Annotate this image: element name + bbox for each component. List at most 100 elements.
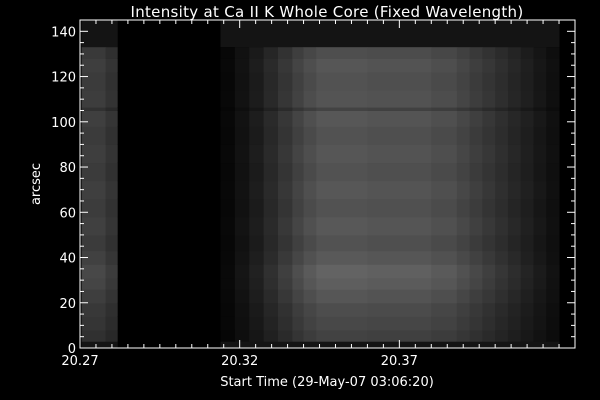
heatmap-cell [533,216,547,236]
heatmap-cell [249,250,265,265]
heatmap-cell [263,107,279,111]
heatmap-cell [105,107,119,111]
heatmap-cell [220,126,236,145]
bottom-strip-cell [81,341,107,348]
bottom-strip-cell [278,341,293,348]
heatmap-cell [456,180,471,200]
heatmap-cell [263,289,279,304]
heatmap-cell [220,47,236,59]
heatmap-cell [533,58,547,73]
heatmap-cell [431,302,458,317]
heatmap-cell [520,289,534,304]
heatmap-cell [263,58,279,73]
heatmap-cell [431,216,458,236]
heatmap-cell [367,110,432,127]
top-strip-cell [303,20,317,48]
heatmap-cell [482,47,496,59]
heatmap-cell [533,277,547,290]
heatmap-cell [507,277,522,290]
heatmap-cell [303,47,317,59]
heatmap-cell [292,144,305,164]
heatmap-cell [456,329,471,342]
heatmap-cell [292,110,305,127]
heatmap-cell [533,90,547,108]
y-tick-label: 40 [59,252,76,267]
bottom-strip-cell [431,341,458,348]
heatmap-cell [507,90,522,108]
top-strip-cell [520,20,534,48]
heatmap-cell [507,126,522,145]
heatmap-cell [546,277,560,290]
heatmap-cell [249,216,265,236]
heatmap-cell [495,58,509,73]
heatmap-cell [263,72,279,91]
heatmap-cell [81,316,107,331]
heatmap-cell [105,264,119,279]
heatmap-cell [469,264,483,279]
heatmap-cell [469,107,483,111]
heatmap-cell [249,90,265,108]
heatmap-cell [117,110,222,127]
heatmap-cell [81,72,107,91]
heatmap-cell [316,180,368,200]
y-tick-label: 80 [59,161,76,176]
heatmap-cell [482,289,496,304]
heatmap-cell [533,234,547,252]
heatmap-cell [495,180,509,200]
heatmap-cell [469,72,483,91]
x-tick-label: 20.27 [61,354,98,369]
heatmap-cell [456,277,471,290]
heatmap-cell [292,216,305,236]
heatmap-cell [520,329,534,342]
heatmap-cell [81,234,107,252]
heatmap-cell [81,110,107,127]
heatmap-cell [546,250,560,265]
heatmap-cell [507,316,522,331]
heatmap-cell [533,126,547,145]
heatmap-cell [81,47,107,59]
heatmap-cell [303,144,317,164]
heatmap-cell [234,162,250,182]
heatmap-cell [431,329,458,342]
heatmap-cell [495,110,509,127]
heatmap-cell [292,47,305,59]
heatmap-cell [303,289,317,304]
heatmap-cell [533,198,547,218]
heatmap-cell [278,216,293,236]
heatmap-cell [278,198,293,218]
heatmap-cell [456,47,471,59]
heatmap-cell [456,316,471,331]
heatmap-cell [81,58,107,73]
heatmap-cell [220,289,236,304]
heatmap-cell [533,264,547,279]
heatmap-cell [520,90,534,108]
y-tick-label: 120 [51,71,76,86]
heatmap-cell [367,216,432,236]
heatmap-cell [234,289,250,304]
heatmap-cell [431,162,458,182]
heatmap-cell [249,126,265,145]
heatmap-cell [117,316,222,331]
heatmap-cell [456,107,471,111]
heatmap-cell [367,329,432,342]
heatmap-cell [249,107,265,111]
heatmap-cell [469,250,483,265]
heatmap-cell [456,144,471,164]
heatmap-cell [292,250,305,265]
heatmap-cell [220,90,236,108]
heatmap-cell [292,234,305,252]
heatmap-cell [367,250,432,265]
heatmap-cell [520,198,534,218]
bottom-strip-cell [263,341,279,348]
heatmap-cell [316,289,368,304]
heatmap-cell [316,144,368,164]
heatmap-cell [105,110,119,127]
heatmap-cell [249,198,265,218]
heatmap-cell [117,234,222,252]
heatmap-cell [220,144,236,164]
heatmap-cell [292,58,305,73]
heatmap-cell [292,264,305,279]
bottom-strip-cell [117,341,222,348]
heatmap-cell [292,90,305,108]
heatmap-cell [507,162,522,182]
